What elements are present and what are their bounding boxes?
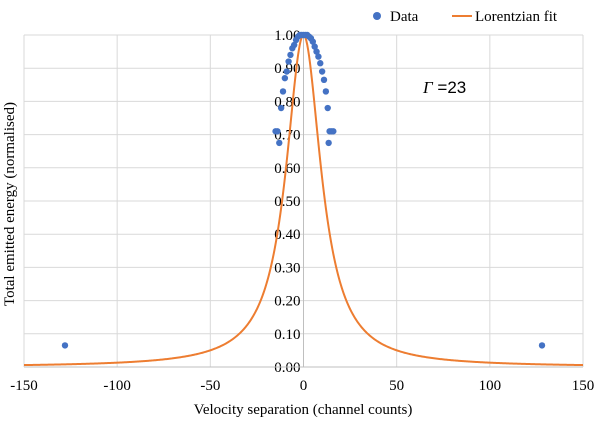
y-tick-label-5: 0.50 — [274, 194, 300, 210]
data-point-32 — [330, 128, 337, 135]
x-axis-ticks: -150 -100 -50 0 50 100 150 — [10, 378, 594, 394]
legend-data-marker — [373, 12, 381, 20]
data-point-7 — [283, 68, 290, 75]
legend-fit-label: Lorentzian fit — [475, 9, 558, 25]
data-point-25 — [317, 60, 324, 67]
data-point-11 — [290, 41, 298, 49]
data-point-9 — [287, 51, 294, 59]
y-axis-title: Total emitted energy (normalised) — [2, 102, 18, 306]
y-tick-label-7: 0.70 — [274, 128, 300, 144]
y-axis-ticks: 0.000.100.200.300.400.500.600.700.800.90… — [274, 28, 300, 376]
y-tick-label-0: 0.00 — [274, 360, 300, 376]
y-tick-label-1: 0.10 — [274, 327, 300, 343]
x-tick-label-4: 50 — [389, 378, 404, 394]
data-point-34 — [538, 342, 546, 349]
data-point-4 — [277, 104, 285, 112]
data-point-2 — [274, 128, 281, 135]
legend-data-label: Data — [390, 9, 419, 25]
legend: Data Lorentzian fit — [373, 9, 558, 25]
gamma-annotation: Γ =23 — [422, 78, 466, 97]
y-tick-label-3: 0.30 — [274, 260, 300, 276]
x-tick-label-6: 150 — [572, 378, 595, 394]
x-tick-label-5: 100 — [479, 378, 502, 394]
data-point-26 — [318, 68, 326, 75]
data-point-23 — [313, 48, 320, 55]
x-tick-label-3: 0 — [300, 378, 308, 394]
data-point-21 — [309, 38, 317, 45]
x-axis-title: Velocity separation (channel counts) — [194, 402, 413, 418]
y-tick-label-2: 0.20 — [274, 294, 300, 310]
x-tick-label-1: -100 — [103, 378, 131, 394]
data-point-3 — [276, 139, 283, 147]
y-tick-label-4: 0.40 — [274, 227, 300, 243]
data-point-22 — [311, 43, 318, 50]
data-point-24 — [315, 53, 322, 60]
x-tick-label-0: -150 — [10, 378, 38, 394]
y-tick-label-6: 0.60 — [274, 161, 300, 177]
data-point-6 — [281, 74, 289, 82]
data-point-8 — [285, 58, 292, 65]
data-point-28 — [322, 88, 330, 95]
data-point-27 — [320, 76, 328, 84]
x-tick-label-2: -50 — [200, 378, 220, 394]
data-point-5 — [279, 88, 287, 95]
data-point-0 — [61, 342, 69, 349]
gamma-symbol: Γ — [422, 78, 434, 97]
data-point-29 — [324, 104, 331, 112]
gamma-value: =23 — [433, 78, 467, 97]
data-points — [61, 31, 546, 349]
data-point-33 — [325, 139, 332, 147]
